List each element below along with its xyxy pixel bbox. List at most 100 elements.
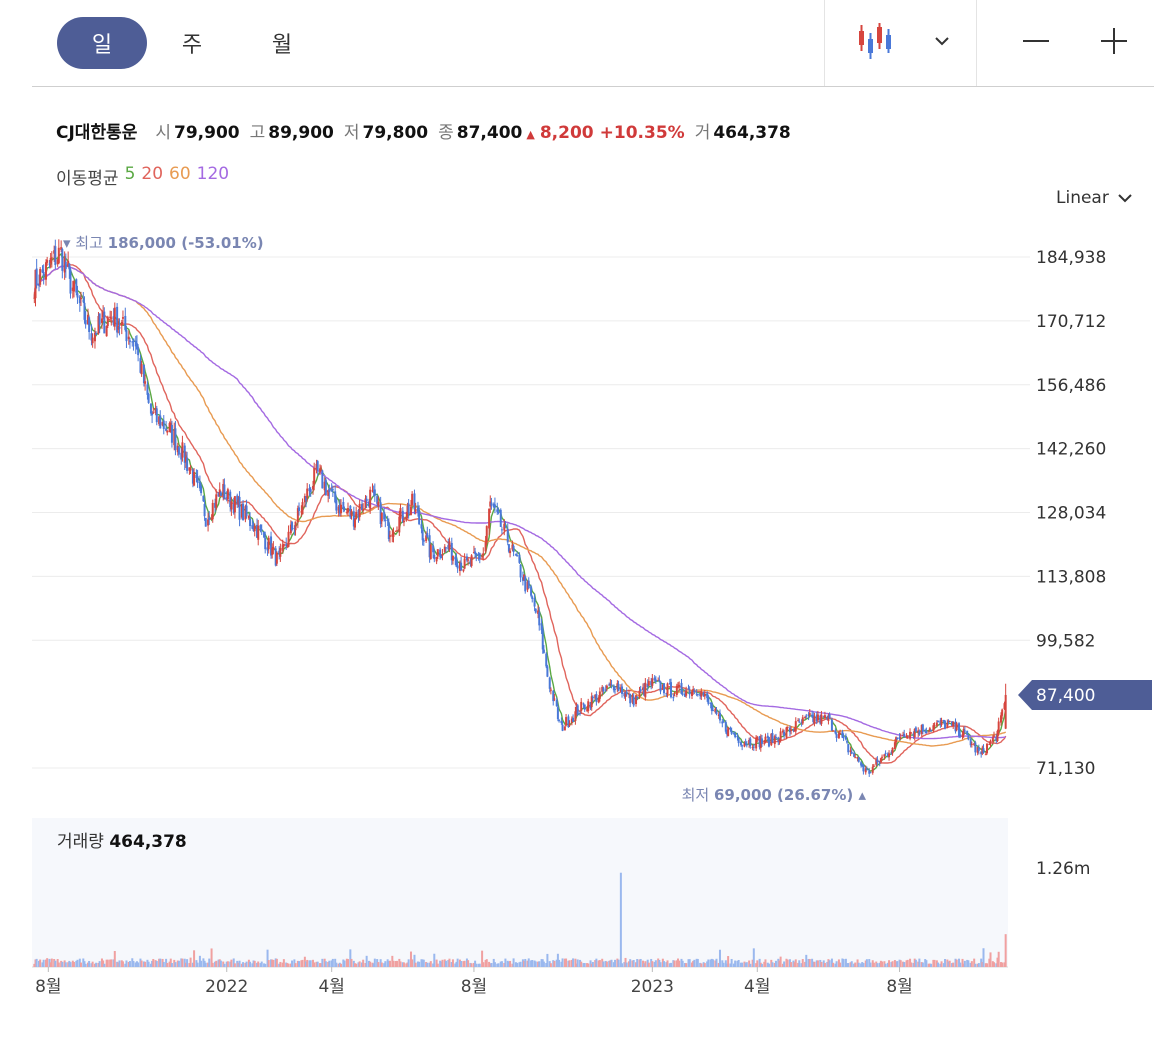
candle-body <box>639 689 642 692</box>
candle-body <box>121 317 124 319</box>
volume-bar <box>57 962 60 967</box>
volume-bar <box>432 963 435 967</box>
candle-body <box>993 735 996 737</box>
volume-bar <box>835 961 838 967</box>
candle-body <box>165 428 168 431</box>
candle-body <box>435 556 438 562</box>
volume-bar <box>482 962 485 967</box>
volume-bar <box>306 959 309 967</box>
chart-type-dropdown[interactable] <box>925 18 959 64</box>
candle-body <box>635 695 638 705</box>
tab-day[interactable]: 일 <box>57 17 147 69</box>
candle-body <box>484 541 487 552</box>
volume-bar <box>41 962 44 967</box>
candle-body <box>274 548 277 566</box>
volume-bar <box>425 961 428 967</box>
tab-week[interactable]: 주 <box>181 33 203 58</box>
candle-body <box>962 728 965 736</box>
candle-body <box>706 693 709 699</box>
volume-bar <box>552 960 555 967</box>
candle-body <box>166 430 169 433</box>
volume-bar <box>722 962 725 967</box>
volume-bar <box>993 962 996 967</box>
volume-bar <box>850 961 853 967</box>
volume-bar <box>854 962 857 967</box>
volume-bar <box>853 963 856 967</box>
volume-bar <box>439 960 442 967</box>
volume-bar <box>560 961 563 967</box>
volume-bar <box>631 960 634 967</box>
volume-bar <box>343 960 346 967</box>
volume-bar <box>976 963 979 967</box>
volume-bar <box>237 962 240 967</box>
candle-body <box>759 738 762 749</box>
volume-bar <box>659 962 662 967</box>
volume-bar <box>320 963 323 967</box>
volume-bar <box>388 960 391 967</box>
volume-bar <box>688 959 691 967</box>
volume-bar <box>414 962 417 967</box>
chart-type-button[interactable] <box>850 18 902 64</box>
candle-body <box>850 751 853 754</box>
volume-bar <box>76 959 79 967</box>
candle-body <box>140 363 143 375</box>
candle-body <box>128 340 131 342</box>
candle-body <box>447 545 450 550</box>
volume-bar <box>485 959 488 967</box>
tab-month[interactable]: 월 <box>271 33 293 58</box>
ma-5[interactable]: 5 <box>124 164 136 184</box>
volume-bar <box>820 961 823 967</box>
volume-bar <box>628 961 631 967</box>
candle-body <box>552 690 555 702</box>
volume-bar <box>797 962 800 967</box>
volume-bar <box>63 960 66 967</box>
ma-20[interactable]: 20 <box>141 164 164 184</box>
candle-body <box>470 555 473 566</box>
volume-bar <box>609 960 612 967</box>
volume-bar <box>673 960 676 967</box>
volume-bar <box>653 961 656 967</box>
zoom-out-button[interactable] <box>1014 18 1058 64</box>
volume-bar <box>647 962 650 967</box>
volume-bar <box>135 961 138 967</box>
candle-body <box>944 721 947 729</box>
candle-body <box>421 529 424 541</box>
candle-body <box>601 686 604 692</box>
volume-bar <box>373 958 376 967</box>
minus-icon <box>1023 40 1049 42</box>
volume-bar <box>435 959 438 967</box>
volume-bar <box>921 962 924 967</box>
candle-body <box>614 688 617 690</box>
scale-selector[interactable]: Linear <box>1056 188 1133 208</box>
candle-body <box>497 512 500 514</box>
candle-body <box>862 765 865 772</box>
zoom-in-button[interactable] <box>1092 18 1136 64</box>
volume-bar <box>338 962 341 967</box>
candle-body <box>226 489 229 500</box>
candle-body <box>364 498 367 509</box>
ma-120[interactable]: 120 <box>196 164 230 184</box>
ma-60[interactable]: 60 <box>169 164 191 184</box>
volume-bar <box>703 963 706 967</box>
volume-bar <box>860 963 863 967</box>
candle-body <box>42 272 45 277</box>
candle-body <box>981 747 984 754</box>
volume-bar <box>823 962 826 967</box>
volume-bar <box>371 962 374 967</box>
last-price-tag <box>1018 679 1152 710</box>
candle-body <box>426 533 429 537</box>
candle-body <box>263 531 266 538</box>
candle-body <box>672 697 675 699</box>
candle-body <box>204 517 207 527</box>
candle-body <box>380 512 383 522</box>
volume-bar <box>888 960 891 967</box>
volume-bar <box>100 958 103 967</box>
volume-bar <box>497 963 500 967</box>
volume-bar <box>335 962 338 967</box>
candle-body <box>340 504 343 514</box>
candle-body <box>109 316 112 318</box>
candle-body <box>930 729 933 731</box>
candle-body <box>266 547 269 551</box>
volume-bar <box>857 962 860 967</box>
